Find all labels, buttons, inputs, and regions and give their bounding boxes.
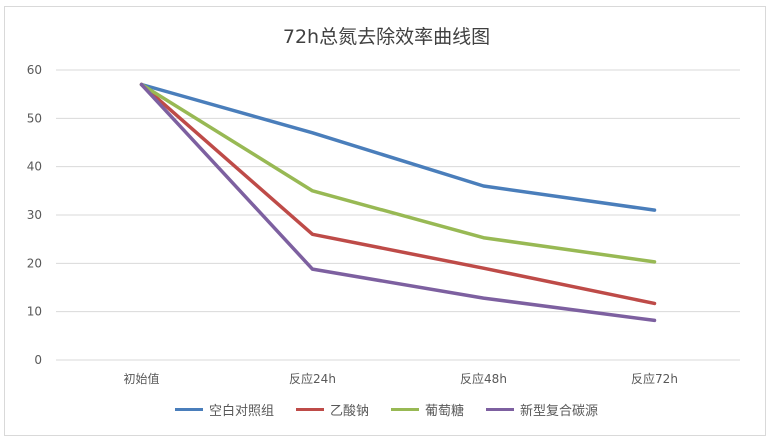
legend-swatch (174, 408, 203, 411)
legend-label: 乙酸钠 (329, 404, 369, 419)
y-tick-label: 0 (34, 353, 42, 367)
legend-item: 葡萄糖 (391, 400, 464, 419)
legend-item: 乙酸钠 (295, 400, 369, 419)
x-tick-label: 反应48h (460, 371, 507, 386)
x-tick-label: 反应24h (289, 371, 336, 386)
legend-swatch (391, 408, 419, 411)
series-line (139, 82, 657, 323)
series-line (139, 82, 657, 264)
y-tick-label: 50 (27, 111, 42, 125)
x-tick-label: 初始值 (123, 371, 159, 386)
legend-swatch (295, 408, 324, 411)
series-line (139, 82, 657, 306)
chart-title: 72h总氮去除效率曲线图 (282, 26, 491, 48)
legend-label: 空白对照组 (208, 404, 274, 419)
y-tick-label: 30 (27, 208, 42, 222)
legend: 空白对照组 乙酸钠 葡萄糖 新型复合碳源 (0, 400, 773, 419)
y-tick-label: 10 (27, 305, 42, 319)
legend-item: 新型复合碳源 (486, 400, 598, 419)
gridlines (56, 69, 740, 361)
legend-swatch (486, 408, 515, 411)
y-tick-label: 40 (27, 160, 42, 174)
series-line (139, 82, 657, 212)
y-tick-label: 60 (27, 63, 42, 77)
x-axis-tick-labels: 初始值 反应24h 反应48h 反应72h (123, 371, 677, 386)
y-tick-label: 20 (27, 256, 42, 270)
series-lines (139, 82, 657, 323)
legend-label: 葡萄糖 (425, 404, 465, 419)
y-axis-tick-labels: 0 10 20 30 40 50 60 (27, 63, 42, 367)
chart-frame (4, 6, 766, 436)
legend-item: 空白对照组 (174, 400, 274, 419)
x-tick-label: 反应72h (631, 371, 678, 386)
legend-label: 新型复合碳源 (520, 404, 599, 419)
